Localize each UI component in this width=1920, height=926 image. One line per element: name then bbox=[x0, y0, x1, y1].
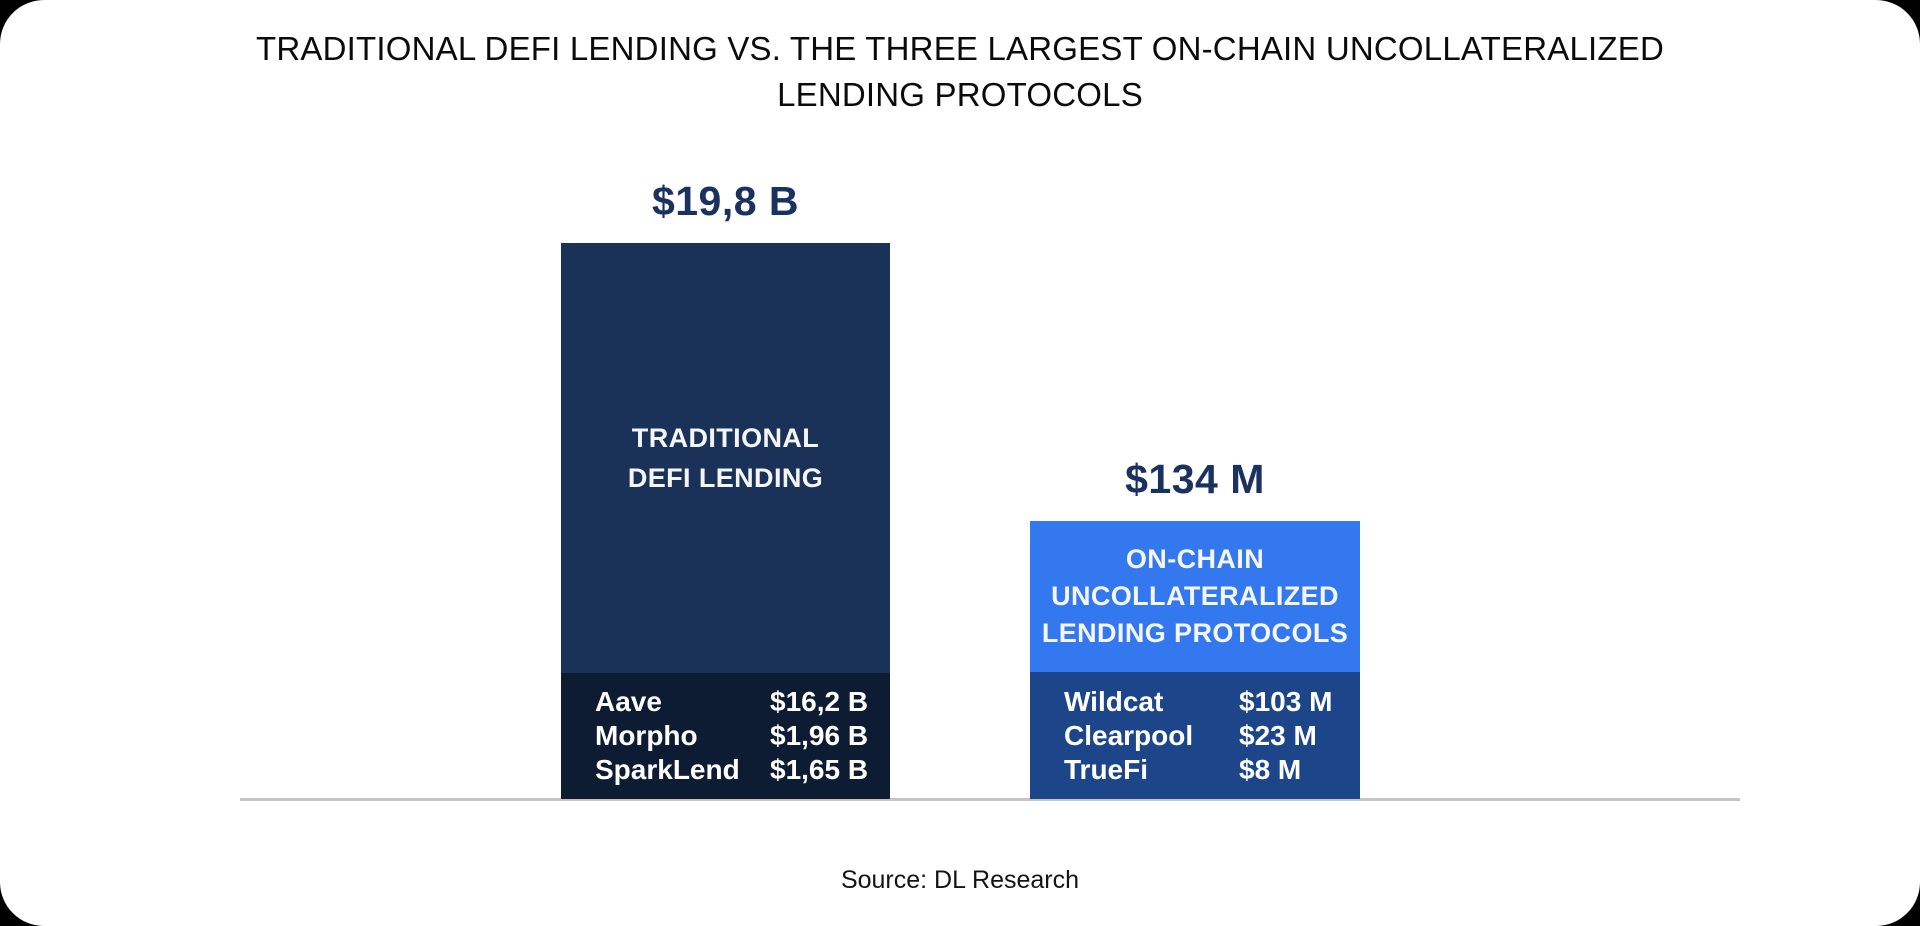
chart-title-line2: LENDING PROTOCOLS bbox=[777, 76, 1143, 113]
onchain-bar-label: ON-CHAIN UNCOLLATERALIZED LENDING PROTOC… bbox=[1030, 521, 1360, 672]
protocol-value: $23 M bbox=[1239, 719, 1317, 751]
chart-title: TRADITIONAL DEFI LENDING VS. THE THREE L… bbox=[0, 26, 1920, 118]
protocol-name: Aave bbox=[595, 686, 662, 717]
traditional-defi-bar: TRADITIONAL DEFI LENDING Aave $16,2 B Mo… bbox=[561, 243, 890, 799]
traditional-breakdown-panel: Aave $16,2 B Morpho $1,96 B SparkLend $1… bbox=[561, 673, 890, 799]
protocol-row-morpho: Morpho $1,96 B bbox=[595, 719, 890, 753]
chart-title-line1: TRADITIONAL DEFI LENDING VS. THE THREE L… bbox=[256, 30, 1664, 67]
onchain-bar-label-line3: LENDING PROTOCOLS bbox=[1041, 618, 1349, 648]
onchain-uncollateralized-bar: ON-CHAIN UNCOLLATERALIZED LENDING PROTOC… bbox=[1030, 521, 1360, 799]
protocol-row-clearpool: Clearpool $23 M bbox=[1064, 719, 1360, 753]
protocol-row-wildcat: Wildcat $103 M bbox=[1064, 685, 1360, 719]
source-note: Source: DL Research bbox=[840, 866, 1080, 894]
protocol-row-sparklend: SparkLend $1,65 B bbox=[595, 753, 890, 787]
protocol-value: $16,2 B bbox=[770, 686, 869, 717]
protocol-value: $8 M bbox=[1239, 753, 1302, 785]
traditional-bar-label: TRADITIONAL DEFI LENDING bbox=[561, 243, 890, 673]
protocol-value: $103 M bbox=[1239, 685, 1333, 717]
protocol-name: Wildcat bbox=[1064, 685, 1164, 717]
onchain-breakdown-panel: Wildcat $103 M Clearpool $23 M TrueFi $8… bbox=[1030, 672, 1360, 799]
traditional-bar-label-line1: TRADITIONAL bbox=[631, 423, 820, 453]
x-axis-baseline bbox=[240, 798, 1740, 801]
onchain-bar-label-line2: UNCOLLATERALIZED bbox=[1051, 581, 1339, 611]
onchain-bar-label-line1: ON-CHAIN bbox=[1125, 544, 1265, 574]
protocol-name: SparkLend bbox=[595, 754, 740, 785]
protocol-row-truefi: TrueFi $8 M bbox=[1064, 753, 1360, 787]
protocol-name: Clearpool bbox=[1064, 719, 1194, 751]
onchain-total-label: $134 M bbox=[1125, 456, 1265, 502]
protocol-value: $1,96 B bbox=[770, 720, 869, 751]
protocol-value: $1,65 B bbox=[770, 754, 869, 785]
traditional-bar-label-line2: DEFI LENDING bbox=[627, 463, 824, 493]
traditional-total-label: $19,8 B bbox=[651, 178, 800, 224]
protocol-name: Morpho bbox=[595, 720, 698, 751]
protocol-name: TrueFi bbox=[1064, 753, 1149, 785]
protocol-row-aave: Aave $16,2 B bbox=[595, 685, 890, 719]
